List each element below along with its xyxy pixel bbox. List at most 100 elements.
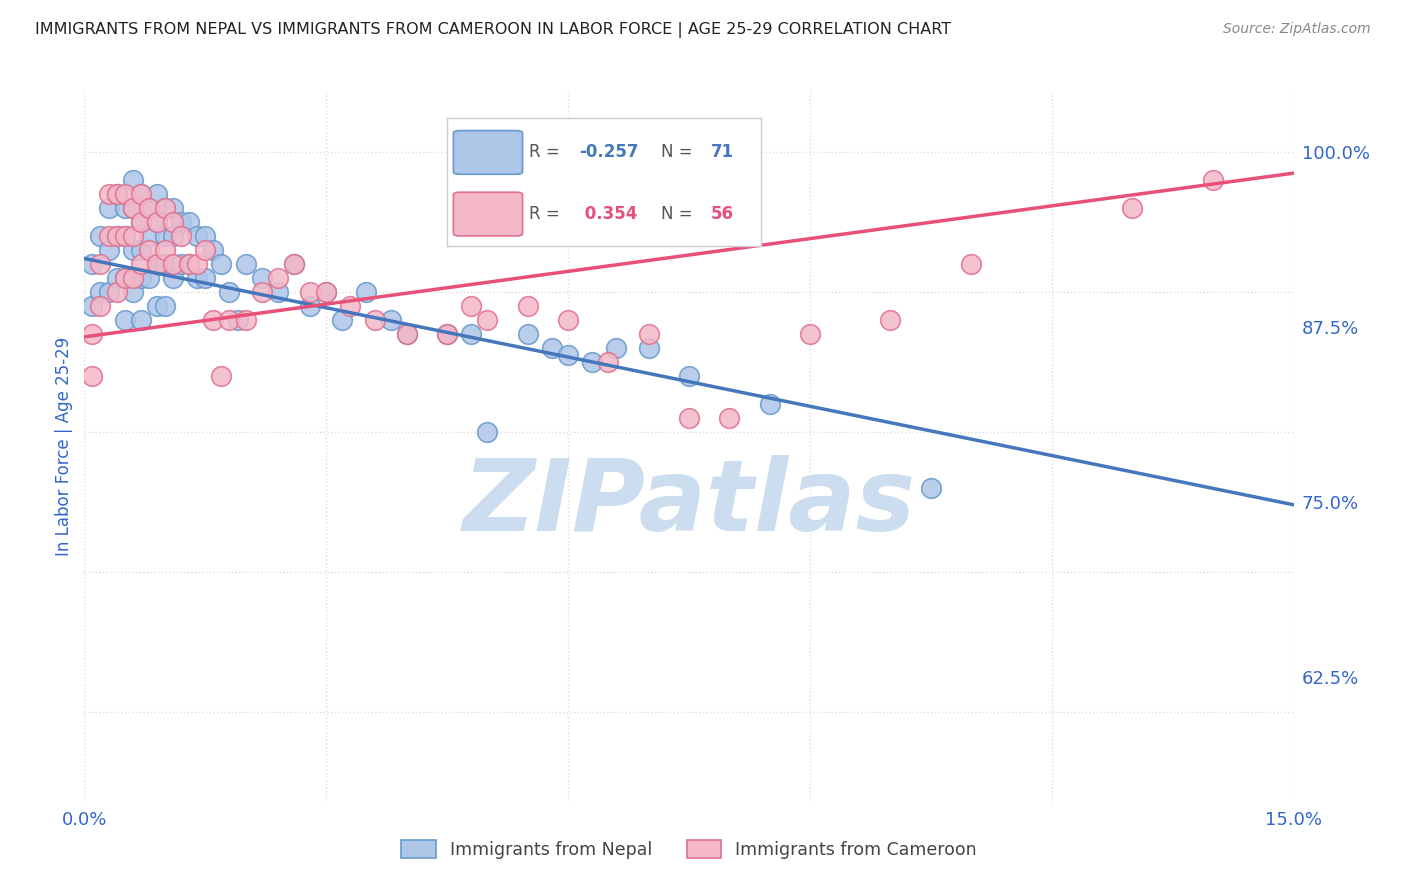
Point xyxy=(339,299,361,313)
Point xyxy=(541,341,564,355)
Point xyxy=(121,201,143,215)
Point xyxy=(283,257,305,271)
Text: IMMIGRANTS FROM NEPAL VS IMMIGRANTS FROM CAMEROON IN LABOR FORCE | AGE 25-29 COR: IMMIGRANTS FROM NEPAL VS IMMIGRANTS FROM… xyxy=(35,22,952,38)
Text: ZIPatlas: ZIPatlas xyxy=(463,455,915,551)
Point xyxy=(105,271,128,285)
Point xyxy=(194,271,217,285)
Point xyxy=(460,299,482,313)
Point xyxy=(82,369,104,384)
Point xyxy=(1202,173,1225,187)
Point xyxy=(395,327,418,342)
Point xyxy=(129,271,152,285)
Point xyxy=(146,215,169,229)
Point xyxy=(146,187,169,202)
Point xyxy=(146,257,169,271)
Point xyxy=(121,201,143,215)
Point xyxy=(209,369,232,384)
Point xyxy=(138,201,160,215)
Point xyxy=(637,341,659,355)
Point xyxy=(436,327,458,342)
Point xyxy=(516,299,538,313)
Point xyxy=(153,201,176,215)
Point xyxy=(138,201,160,215)
Point xyxy=(363,313,385,327)
Point xyxy=(186,229,208,244)
Point xyxy=(146,257,169,271)
Point xyxy=(129,215,152,229)
Point xyxy=(89,299,111,313)
Point xyxy=(637,327,659,342)
Point xyxy=(97,229,120,244)
Point xyxy=(82,327,104,342)
Point xyxy=(356,285,378,299)
Point xyxy=(114,271,136,285)
Point xyxy=(315,285,337,299)
Point xyxy=(477,425,499,439)
Point xyxy=(97,201,120,215)
Point xyxy=(179,257,201,271)
Point xyxy=(179,257,201,271)
Point xyxy=(235,313,257,327)
Point xyxy=(598,355,620,369)
Point xyxy=(226,313,249,327)
Point xyxy=(605,341,627,355)
Point xyxy=(186,271,208,285)
Point xyxy=(395,327,418,342)
Point xyxy=(267,271,290,285)
Point xyxy=(82,257,104,271)
Point xyxy=(129,243,152,257)
Point xyxy=(678,369,700,384)
Point xyxy=(315,285,337,299)
Point xyxy=(114,201,136,215)
Point xyxy=(105,187,128,202)
Point xyxy=(557,348,579,362)
Point xyxy=(162,229,184,244)
Point xyxy=(179,215,201,229)
Point xyxy=(89,229,111,244)
Point xyxy=(121,243,143,257)
Point xyxy=(170,215,193,229)
Point xyxy=(121,173,143,187)
Text: Source: ZipAtlas.com: Source: ZipAtlas.com xyxy=(1223,22,1371,37)
Point xyxy=(114,271,136,285)
Point xyxy=(129,257,152,271)
Point xyxy=(250,271,273,285)
Point xyxy=(194,243,217,257)
Point xyxy=(146,299,169,313)
Point xyxy=(218,313,240,327)
Point xyxy=(153,299,176,313)
Point xyxy=(581,355,603,369)
Point xyxy=(477,313,499,327)
Point xyxy=(153,229,176,244)
Point xyxy=(129,187,152,202)
Point xyxy=(89,257,111,271)
Point xyxy=(105,229,128,244)
Point xyxy=(114,229,136,244)
Point xyxy=(920,481,942,495)
Point xyxy=(162,271,184,285)
Point xyxy=(235,257,257,271)
Point xyxy=(105,285,128,299)
Point xyxy=(89,285,111,299)
Point xyxy=(162,201,184,215)
Point xyxy=(557,313,579,327)
Point xyxy=(105,187,128,202)
Point xyxy=(718,411,741,425)
Point xyxy=(121,229,143,244)
Point xyxy=(121,285,143,299)
Point xyxy=(799,327,821,342)
Point xyxy=(153,257,176,271)
Point xyxy=(129,215,152,229)
Point xyxy=(114,313,136,327)
Point xyxy=(209,257,232,271)
Point xyxy=(129,313,152,327)
Point xyxy=(153,243,176,257)
Point xyxy=(121,271,143,285)
Point xyxy=(678,411,700,425)
Point xyxy=(105,229,128,244)
Point xyxy=(758,397,780,411)
Point xyxy=(299,299,322,313)
Point xyxy=(218,285,240,299)
Point xyxy=(267,285,290,299)
Point xyxy=(330,313,353,327)
